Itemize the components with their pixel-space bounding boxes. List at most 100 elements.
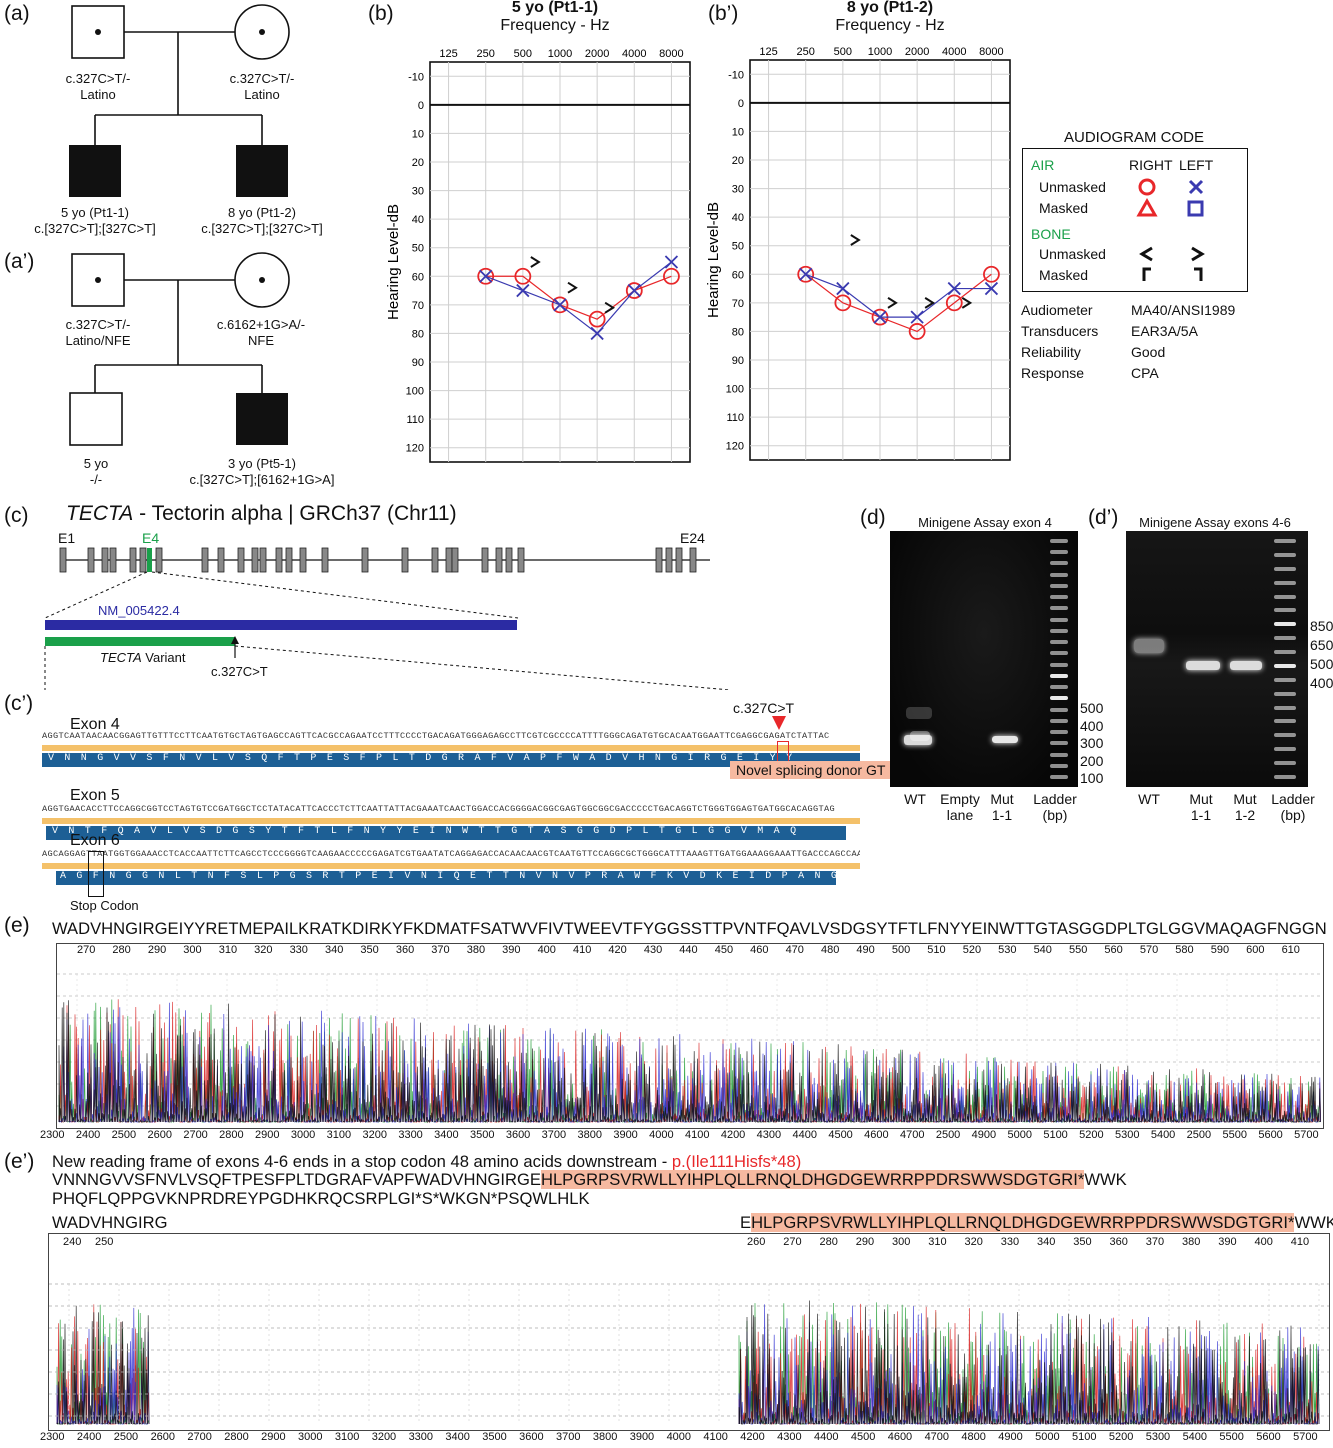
- x-tick-label: 250: [797, 46, 815, 58]
- ladder-band: [1050, 752, 1068, 757]
- ladder-band: [1274, 566, 1296, 571]
- ladder-band: [1050, 775, 1068, 779]
- ladder-band: [1274, 747, 1296, 752]
- exon-box: [217, 547, 225, 573]
- e-base-tick: 510: [927, 944, 946, 956]
- y-tick-label: 40: [412, 214, 424, 226]
- e2-scan-tick: 2500: [113, 1431, 139, 1443]
- left-ear-point: [553, 298, 567, 312]
- e2-scan-tick: 5600: [1256, 1431, 1281, 1443]
- unaffected-son-symbol: [69, 392, 123, 446]
- e-scan-tick: 2300: [40, 1129, 65, 1141]
- exon-box: [59, 547, 67, 573]
- left-ear-point: [627, 283, 641, 298]
- exon-box: [259, 547, 267, 573]
- variant-bar: [45, 637, 235, 646]
- bone-left-point: [850, 234, 861, 246]
- exon-box: [299, 547, 307, 573]
- ladder-band: [1274, 677, 1296, 682]
- e-scan-tick: 5600: [1258, 1129, 1283, 1141]
- e-scan-tick: 5100: [1043, 1129, 1068, 1141]
- audiogram-legend: AIR RIGHT LEFT Unmasked Masked BONE Unma…: [1022, 148, 1248, 292]
- ladder-band: [1050, 718, 1068, 723]
- e2-scan-tick: 4400: [814, 1431, 839, 1443]
- x-tick-label: 1000: [868, 46, 892, 58]
- e-scan-tick: 2500: [111, 1129, 137, 1141]
- e2-scan-tick: 5000: [1035, 1431, 1060, 1443]
- gel-d-mut-band: [992, 736, 1018, 743]
- e-scan-tick: 3900: [613, 1129, 638, 1141]
- e2-base-tick: 280: [819, 1236, 838, 1248]
- e-protein-sequence: WADVHNGIRGEIYYRETMEPAILKRATKDIRKYFKDMATF…: [52, 919, 1327, 938]
- ladder-band: [1050, 539, 1068, 543]
- e2-scan-tick: 4100: [703, 1431, 728, 1443]
- legend-bone: BONE: [1031, 226, 1071, 242]
- right-ear-point: [625, 282, 643, 299]
- panel-label-c: (c): [4, 504, 29, 527]
- ladder-band: [1050, 640, 1068, 645]
- right-ear-point: [834, 294, 852, 312]
- novel-donor-callout: Novel splicing donor GT: [730, 761, 892, 779]
- e-scan-tick: 3100: [326, 1129, 352, 1141]
- e-scan-tick: 2600: [147, 1129, 172, 1141]
- mother-genotype: c.327C>T/-: [229, 71, 295, 86]
- exon-e24-label: E24: [680, 530, 705, 546]
- child4-genotype: c.[327C>T];[6162+1G>A]: [189, 472, 335, 487]
- trace-t: [56, 1305, 150, 1426]
- e-base-tick: 580: [1175, 944, 1194, 956]
- audiogram1-xlabel: Frequency - Hz: [500, 17, 610, 34]
- father-ethnicity: Latino: [80, 87, 116, 102]
- e-base-tick: 420: [608, 944, 627, 956]
- e2-scan-tick: 3200: [371, 1431, 397, 1443]
- e2-scan-tick: 3400: [445, 1431, 470, 1443]
- x-tick-label: 500: [514, 48, 532, 60]
- gel-d-image: [890, 531, 1078, 787]
- gel-d-sizes: 500 400 300 200 100: [1080, 700, 1104, 786]
- right-ear-point: [983, 265, 1000, 283]
- e-scan-tick: 4900: [971, 1129, 997, 1141]
- e-scan-tick: 3400: [434, 1129, 459, 1141]
- exon-box: [201, 547, 209, 573]
- left-ear-point: [836, 281, 850, 296]
- bone-left-point: [887, 297, 898, 309]
- y-tick-label: 90: [732, 355, 744, 367]
- ladder-band: [1274, 691, 1296, 696]
- y-tick-label: -10: [728, 69, 744, 81]
- left-ear-line: [805, 273, 992, 318]
- gene-title: TECTA - Tectorin alpha | GRCh37 (Chr11): [66, 502, 457, 525]
- panel-label-d: (d): [860, 506, 886, 529]
- e-base-tick: 360: [395, 944, 415, 956]
- affected-son-1-symbol: [69, 145, 121, 197]
- audiometer-info: Audiometer MA40/ANSI1989 Transducers EAR3A…: [1021, 302, 1236, 381]
- audiogram-chart-1: 125 250 500 1000 2000 4000 8000 -10 0 10 20 30 40 50 6…: [385, 48, 691, 463]
- x-tick-label: 8000: [659, 48, 683, 60]
- exon-box: [129, 547, 137, 573]
- exon5-protein: V N T F Q A V L V S D G S Y T F T L F N …: [52, 826, 799, 837]
- x-tick-label: 1000: [548, 48, 572, 60]
- y-tick-label: 70: [412, 300, 424, 312]
- exon-box: [139, 547, 147, 573]
- affected-son-2-symbol: [236, 145, 288, 197]
- e-base-tick: 320: [254, 944, 273, 956]
- gel-d2-mut2-band: [1230, 661, 1262, 670]
- chromatogram-e: 270 280 290 300 310 320 330 340 350 360 370 380 390 4…: [56, 943, 1324, 1129]
- e-base-tick: 270: [77, 944, 96, 956]
- legend-right: RIGHT: [1129, 157, 1173, 173]
- e2-scan-tick: 4500: [850, 1431, 876, 1443]
- exon-box: [495, 547, 503, 573]
- e-scan-tick: 4500: [828, 1129, 853, 1141]
- e2-base-tick: 310: [928, 1236, 947, 1248]
- ladder-band: [1050, 628, 1068, 633]
- e-scan-tick: 4600: [864, 1129, 889, 1141]
- gel-d-wt-band: [904, 735, 932, 745]
- exon-box: [251, 547, 259, 573]
- exon-e1-label: E1: [58, 530, 76, 546]
- e2-scan-tick: 3600: [519, 1431, 544, 1443]
- ladder-band: [1274, 719, 1296, 724]
- ladder-band: [1274, 539, 1296, 543]
- left-masked-bone-icon: [1194, 267, 1203, 281]
- e-scan-tick: 2900: [255, 1129, 280, 1141]
- legend-title: AUDIOGRAM CODE: [1063, 129, 1204, 146]
- e-base-tick: 550: [1069, 944, 1088, 956]
- e2-scan-tick: 3900: [629, 1431, 655, 1443]
